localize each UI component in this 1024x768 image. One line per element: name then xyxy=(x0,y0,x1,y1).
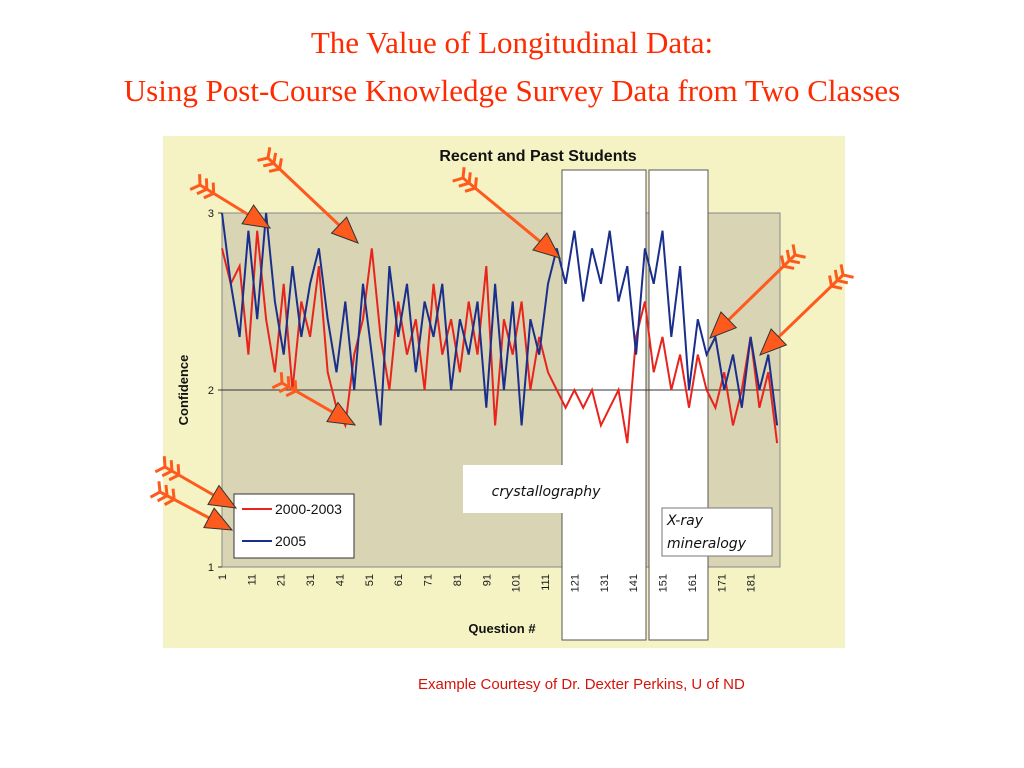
x-tick-label: 51 xyxy=(364,574,376,586)
crystallography-label-box xyxy=(463,465,629,513)
x-tick-label: 21 xyxy=(276,574,288,586)
pointer-arrow-icon xyxy=(759,264,854,356)
x-tick-label: 171 xyxy=(716,574,728,592)
chart-title: Recent and Past Students xyxy=(439,148,636,165)
xray-label-box xyxy=(661,507,773,557)
x-tick-label: 111 xyxy=(540,574,552,591)
pointer-arrow-icon xyxy=(189,174,272,229)
x-tick-label: 151 xyxy=(658,574,670,592)
legend-box xyxy=(233,493,355,559)
legend-label-2005: 2005 xyxy=(275,533,306,549)
series-line-2000-2003 xyxy=(221,230,779,444)
pointer-arrow-icon xyxy=(271,372,357,426)
x-tick-label: 61 xyxy=(393,574,405,586)
x-tick-label: 121 xyxy=(569,574,581,592)
pointer-arrow-icon xyxy=(257,147,359,244)
pointer-arrow-icon xyxy=(154,456,238,509)
x-tick-label: 71 xyxy=(423,574,435,586)
y-tick-label: 2 xyxy=(208,385,214,397)
slide-title-line-2: Using Post-Course Knowledge Survey Data … xyxy=(123,73,901,108)
x-tick-label: 81 xyxy=(452,574,464,586)
y-tick-label: 3 xyxy=(208,208,214,220)
xray-label-line-2: mineralogy xyxy=(667,536,747,552)
y-axis-label: Confidence xyxy=(176,355,191,426)
x-axis-label: Question # xyxy=(468,621,536,636)
legend-label-2000-2003: 2000-2003 xyxy=(275,501,342,517)
highlight-crystallography xyxy=(561,169,647,641)
x-tick-label: 11 xyxy=(246,574,258,585)
crystallography-label: crystallography xyxy=(492,484,601,500)
series-line-2005 xyxy=(221,212,779,426)
x-tick-label: 1 xyxy=(217,574,229,580)
y-tick-label: 1 xyxy=(208,562,214,574)
highlight-xray-mineralogy xyxy=(648,169,709,641)
credit-line: Example Courtesy of Dr. Dexter Perkins, … xyxy=(418,676,745,693)
x-tick-label: 31 xyxy=(305,574,317,586)
x-tick-label: 41 xyxy=(334,574,346,586)
x-tick-label: 131 xyxy=(599,574,611,592)
pointer-arrow-icon xyxy=(149,481,234,531)
x-tick-label: 101 xyxy=(511,574,523,592)
x-tick-label: 161 xyxy=(687,574,699,592)
pointer-arrow-icon xyxy=(452,167,561,259)
xray-label-line-1: X-ray xyxy=(666,513,704,529)
x-tick-label: 91 xyxy=(481,574,493,586)
pointer-arrow-icon xyxy=(709,244,806,339)
x-tick-label: 181 xyxy=(746,574,758,592)
slide-title-line-1: The Value of Longitudinal Data: xyxy=(310,25,714,60)
x-tick-label: 141 xyxy=(628,574,640,592)
